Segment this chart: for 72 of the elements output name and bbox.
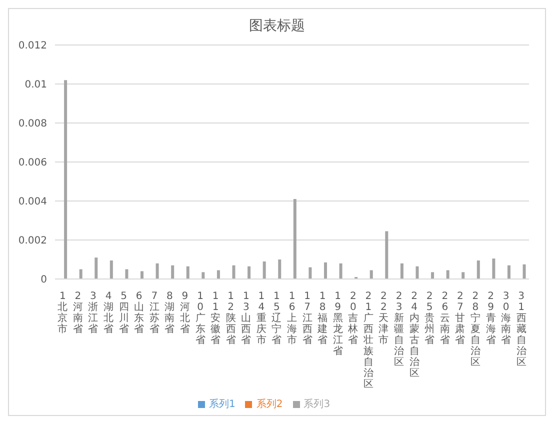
bar <box>186 266 190 279</box>
x-tick-label: 16上海市 <box>287 291 297 346</box>
x-tick-label: 20吉林省 <box>347 291 358 346</box>
bar <box>171 265 174 279</box>
x-tick-label: 8湖南省 <box>164 291 175 335</box>
x-tick-label: 17江西省 <box>302 291 312 346</box>
legend-label: 系列1 <box>208 399 236 410</box>
bar <box>94 258 98 279</box>
bar <box>431 272 434 279</box>
bar <box>262 261 266 279</box>
x-tick-label: 23新疆自治区 <box>394 291 404 368</box>
bar <box>400 263 404 279</box>
legend-label: 系列3 <box>304 399 330 410</box>
x-tick-label: 9河北省 <box>180 291 190 335</box>
chart-title: 图表标题 <box>248 17 306 36</box>
x-tick-label: 6山东省 <box>134 291 144 335</box>
y-tick-label: 0.004 <box>18 196 47 208</box>
bar <box>293 199 296 279</box>
x-tick-label: 27甘肃省 <box>455 291 466 346</box>
bar <box>446 270 450 279</box>
x-tick-label: 15辽宁省 <box>272 291 282 346</box>
bar <box>339 263 342 279</box>
x-tick-label: 14重庆市 <box>256 291 266 346</box>
x-tick-label: 30海南省 <box>501 291 512 346</box>
bar <box>476 260 480 279</box>
x-tick-label: 18福建省 <box>316 291 328 346</box>
bar <box>385 231 388 279</box>
bar <box>492 258 496 279</box>
bar <box>110 260 113 279</box>
y-tick-label: 0.002 <box>18 236 47 247</box>
x-tick-label: 26云南省 <box>440 291 450 346</box>
y-tick-label: 0.006 <box>18 158 47 169</box>
bar <box>370 270 373 279</box>
bar <box>64 80 68 279</box>
bar <box>522 264 526 279</box>
x-tick-label: 4湖北省 <box>104 291 114 335</box>
x-tick-label: 24内蒙古自治区 <box>409 291 420 379</box>
bar <box>248 266 251 279</box>
y-tick-label: 0 <box>40 274 47 286</box>
bar <box>232 265 236 279</box>
x-tick-label: 22天津市 <box>378 291 389 346</box>
bar <box>140 271 144 279</box>
bar <box>324 262 327 279</box>
bar <box>416 266 419 279</box>
y-tick-label: 0.012 <box>18 40 47 52</box>
x-tick-label: 31西藏自治区 <box>516 291 526 368</box>
bar <box>79 269 82 279</box>
x-tick-label: 3浙江省 <box>88 291 98 335</box>
bar <box>216 270 220 279</box>
bar <box>202 272 205 279</box>
bar <box>462 272 465 279</box>
x-tick-label: 28宁夏自治区 <box>470 291 480 368</box>
bar <box>507 265 510 279</box>
x-tick-label: 25贵州省 <box>424 291 435 346</box>
x-tick-label: 29青海省 <box>486 291 496 346</box>
x-tick-label: 12陕西省 <box>226 291 236 346</box>
y-tick-label: 0.008 <box>18 118 47 130</box>
x-tick-label: 10广东省 <box>195 291 206 346</box>
legend-label: 系列2 <box>256 399 283 410</box>
x-tick-label: 5四川省 <box>118 291 129 335</box>
x-tick-label: 2河南省 <box>72 291 83 335</box>
category-label: 21广西壮族自治区 <box>363 291 374 390</box>
bar <box>156 263 159 279</box>
bar <box>278 260 282 279</box>
x-tick-label: 19黑龙江省 <box>332 291 343 357</box>
x-tick-label: 13山西省 <box>241 291 252 346</box>
x-tick-label: 11安徽省 <box>210 291 221 346</box>
bar <box>308 267 312 279</box>
bar <box>125 269 128 279</box>
x-tick-label: 1北京市 <box>58 291 68 335</box>
y-tick-label: 0.01 <box>24 80 47 91</box>
x-tick-label: 7江苏省 <box>149 291 160 335</box>
